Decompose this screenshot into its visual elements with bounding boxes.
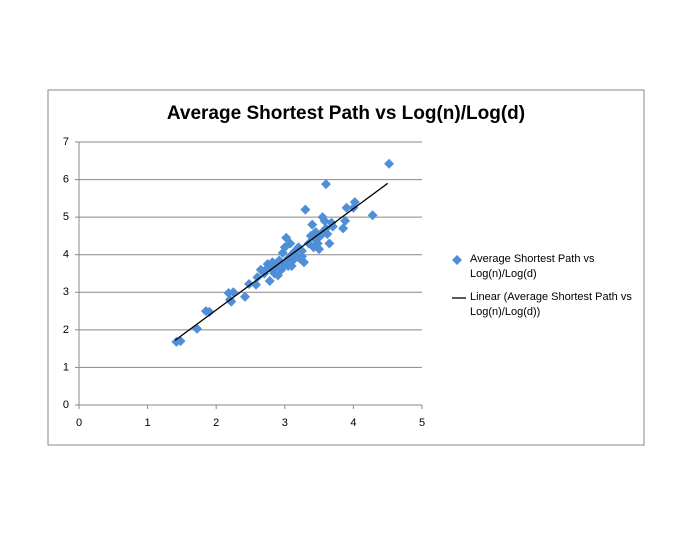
- y-tick-label: 0: [63, 399, 69, 411]
- point: [252, 272, 263, 283]
- point: [367, 210, 378, 221]
- y-tick-label: 1: [63, 361, 69, 373]
- y-tick-label: 7: [63, 136, 69, 148]
- legend-marker: [452, 255, 462, 265]
- point: [338, 223, 349, 234]
- x-tick-label: 2: [213, 417, 219, 429]
- point: [285, 238, 296, 249]
- point: [255, 264, 266, 275]
- point: [204, 306, 215, 317]
- point: [324, 238, 335, 249]
- point: [286, 260, 297, 271]
- chart-border: [47, 89, 645, 446]
- y-tick-label: 6: [63, 173, 69, 185]
- x-tick-label: 1: [145, 417, 151, 429]
- point: [264, 276, 275, 287]
- point: [314, 244, 325, 255]
- x-tick-label: 5: [419, 417, 425, 429]
- point: [322, 229, 333, 240]
- y-tick-label: 2: [63, 324, 69, 336]
- point: [240, 291, 251, 302]
- x-tick-label: 0: [76, 417, 82, 429]
- chart-title: Average Shortest Path vs Log(n)/Log(d): [167, 103, 525, 124]
- legend-symbol: [452, 255, 462, 265]
- point: [384, 158, 395, 169]
- legend-entry: Linear (Average Shortest Path vs Log(n)/…: [452, 290, 642, 320]
- x-tick-label: 3: [282, 417, 288, 429]
- y-tick-label: 3: [63, 286, 69, 298]
- point: [320, 179, 331, 190]
- x-tick-label: 4: [350, 417, 356, 429]
- trendline: [174, 182, 389, 341]
- legend-label: Average Shortest Path vs Log(n)/Log(d): [470, 253, 595, 280]
- point: [341, 202, 352, 213]
- y-tick-label: 5: [63, 211, 69, 223]
- point: [226, 296, 237, 307]
- point: [296, 251, 307, 262]
- point: [327, 221, 338, 232]
- point: [340, 215, 351, 226]
- point: [300, 204, 311, 215]
- y-tick-label: 4: [63, 249, 69, 261]
- legend-label: Linear (Average Shortest Path vs Log(n)/…: [470, 291, 632, 318]
- legend-entry: Average Shortest Path vs Log(n)/Log(d): [452, 252, 642, 282]
- point: [307, 219, 318, 230]
- legend: Average Shortest Path vs Log(n)/Log(d) L…: [452, 252, 642, 328]
- point: [244, 279, 255, 290]
- legend-symbol: [452, 297, 466, 299]
- point: [349, 197, 360, 208]
